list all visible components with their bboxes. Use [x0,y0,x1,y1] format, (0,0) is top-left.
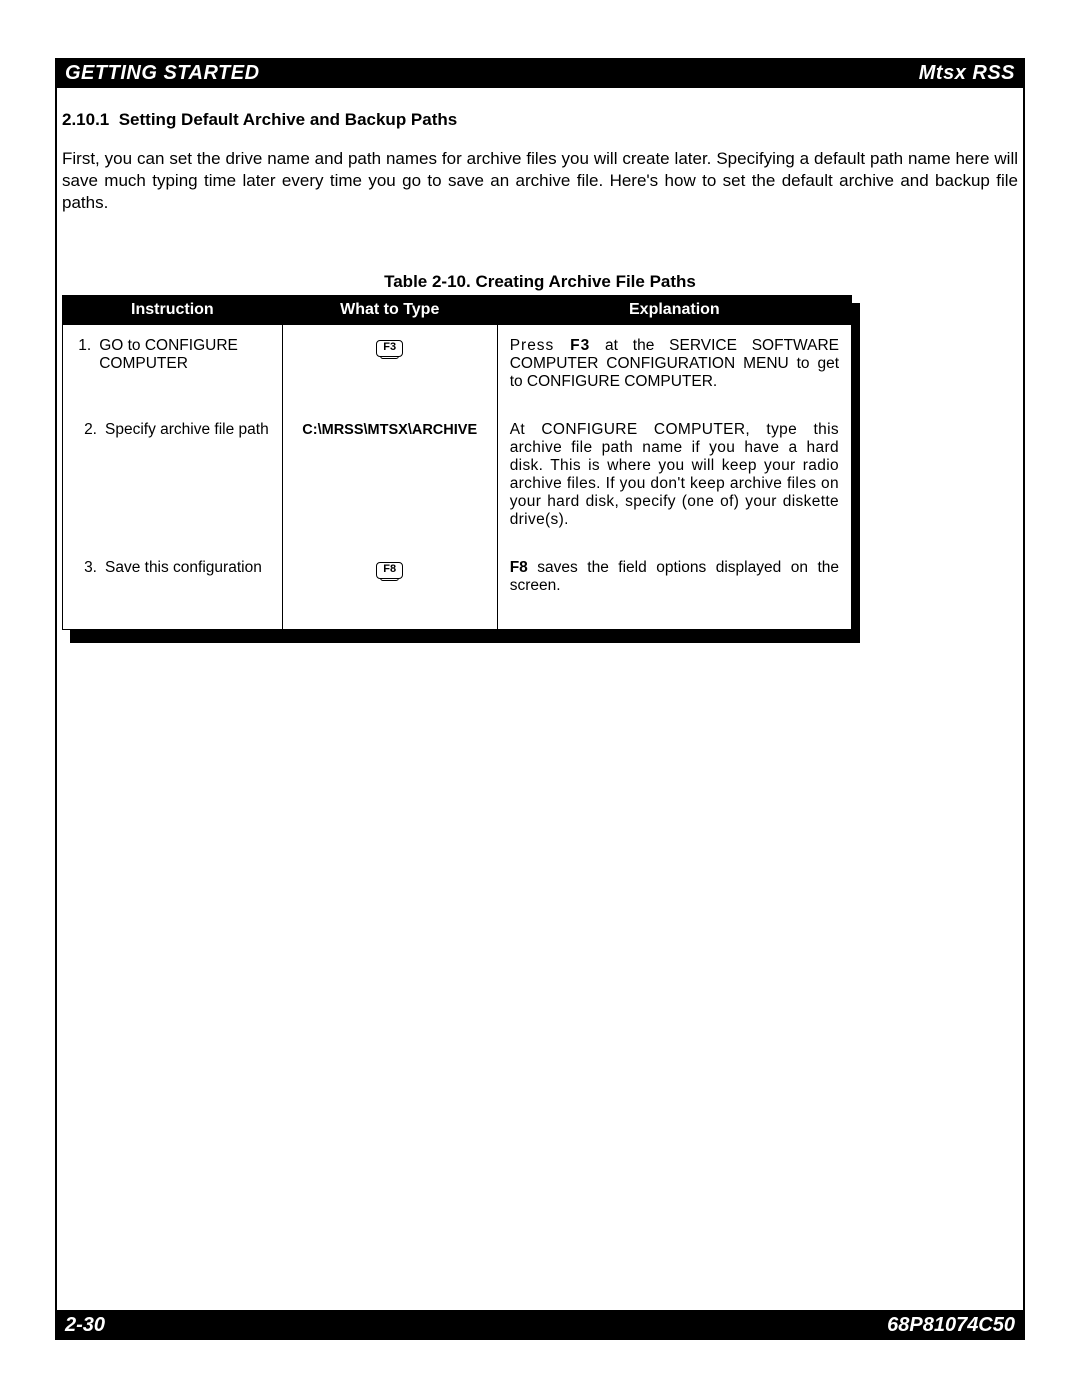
instruction-table: Instruction What to Type Explanation 1. … [62,295,852,630]
exp-post: At CONFIGURE COMPUTER, type this archive… [510,421,839,528]
header-left: GETTING STARTED [65,62,260,85]
table-caption: Table 2-10. Creating Archive File Paths [62,272,1018,292]
table-wrap: Instruction What to Type Explanation 1. … [62,295,852,630]
col-header-type: What to Type [282,296,497,325]
row-number: 1. [75,337,91,373]
row-number: 2. [75,421,97,439]
col-header-explanation: Explanation [497,296,851,325]
section-number: 2.10.1 [62,110,109,129]
instruction-cell: 1. GO to CONFIGURE COMPUTER [75,337,270,373]
section-title: Setting Default Archive and Backup Paths [119,110,458,129]
page-border [55,58,1025,1340]
exp-bold: F3 [570,337,590,354]
path-text: C:\MRSS\MTSX\ARCHIVE [302,422,477,438]
exp-pre: Press [510,337,570,354]
footer-left: 2-30 [65,1314,105,1337]
instruction-cell: 2. Specify archive file path [75,421,270,439]
explanation-cell: F8 saves the field options displayed on … [497,547,851,630]
instruction-text: Specify archive file path [105,421,269,439]
header-right: Mtsx RSS [919,62,1015,85]
footer-right: 68P81074C50 [887,1314,1015,1337]
row-number: 3. [75,559,97,577]
instruction-text: Save this configuration [105,559,262,577]
footer-bar: 2-30 68P81074C50 [55,1310,1025,1340]
explanation-cell: At CONFIGURE COMPUTER, type this archive… [497,409,851,547]
exp-post: saves the field options displayed on the… [510,559,839,594]
table-row: 1. GO to CONFIGURE COMPUTER F3 Press F3 … [63,325,852,410]
instruction-cell: 3. Save this configuration [75,559,270,577]
section-heading: 2.10.1 Setting Default Archive and Backu… [62,110,457,130]
col-header-instruction: Instruction [63,296,283,325]
exp-bold: F8 [510,559,528,576]
table-row: 2. Specify archive file path C:\MRSS\MTS… [63,409,852,547]
header-bar: GETTING STARTED Mtsx RSS [55,58,1025,88]
keycap-icon: F3 [376,340,403,357]
type-cell: F8 [282,547,497,630]
section-body: First, you can set the drive name and pa… [62,148,1018,213]
type-cell: C:\MRSS\MTSX\ARCHIVE [282,409,497,547]
explanation-cell: Press F3 at the SERVICE SOFTWARE COMPUTE… [497,325,851,410]
type-cell: F3 [282,325,497,410]
keycap-icon: F8 [376,562,403,579]
instruction-text: GO to CONFIGURE COMPUTER [99,337,270,373]
table-row: 3. Save this configuration F8 F8 saves t… [63,547,852,630]
